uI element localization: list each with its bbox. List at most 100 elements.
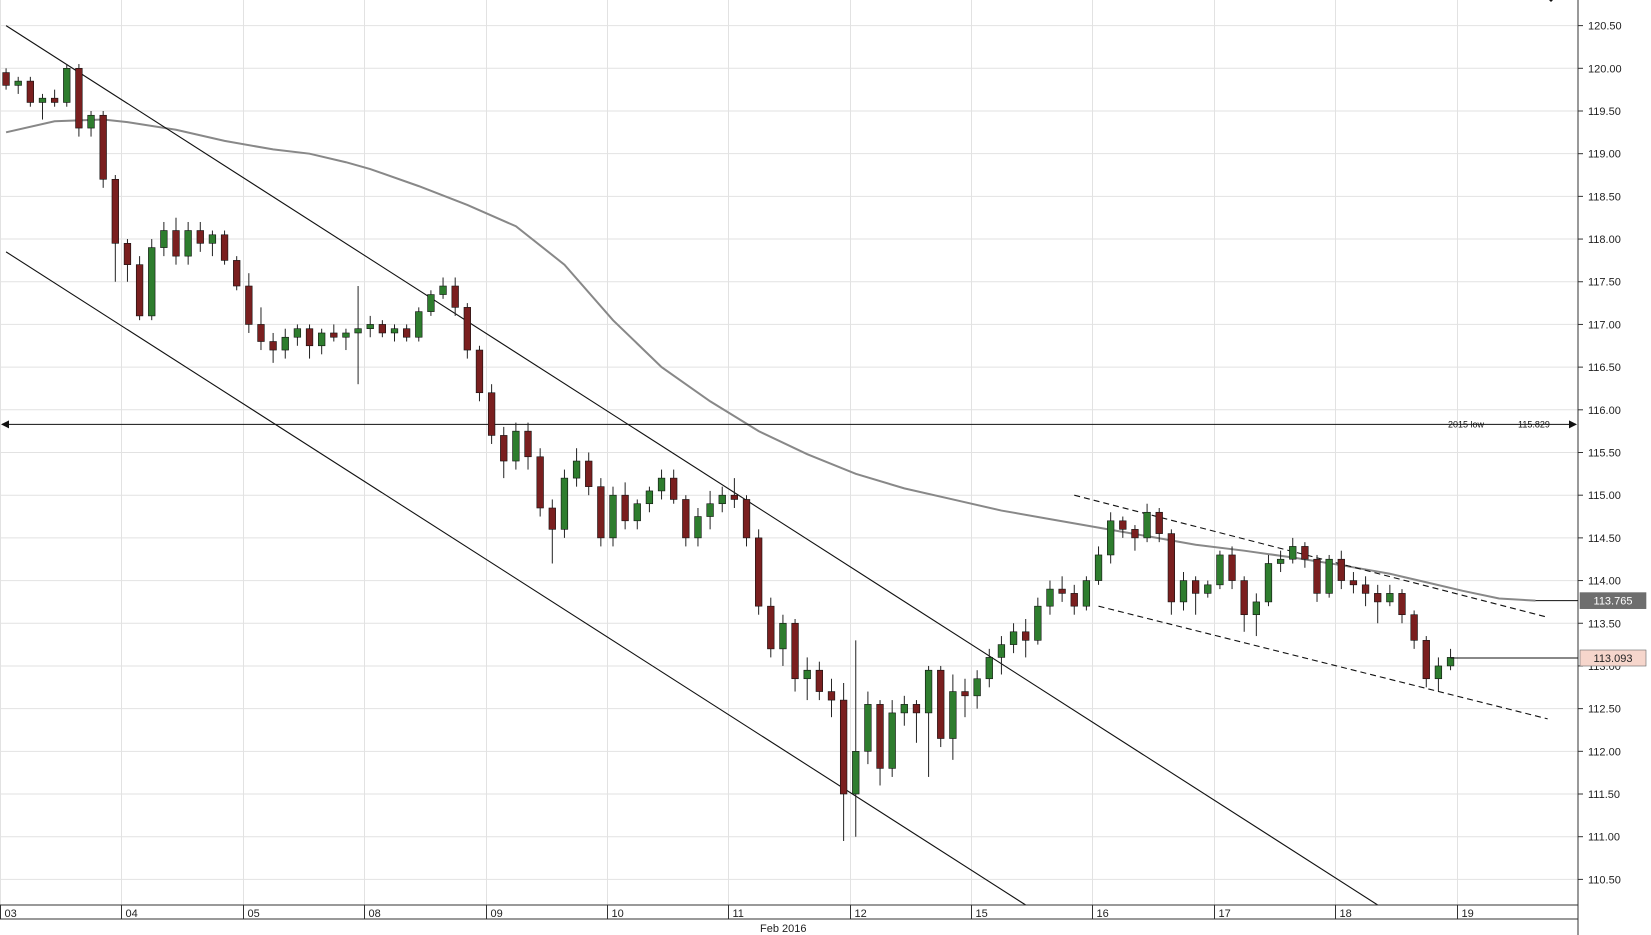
candle-body [342,332,350,338]
candle-body [245,285,253,325]
candle-body [451,285,459,308]
candle-body [694,516,702,539]
candle-body [99,114,107,180]
y-tick-label: 118.00 [1588,234,1621,246]
y-tick-label: 112.00 [1588,746,1621,758]
candle-body [1349,580,1358,586]
candle-body [14,80,22,86]
candle-body [427,294,435,312]
candle-body [937,669,945,739]
y-tick-label: 120.00 [1588,63,1622,75]
candle-body [38,97,47,103]
candle-body [767,605,775,650]
candle-body [803,669,811,680]
arrow-left-icon [1,420,9,429]
x-tick-label: 12 [855,908,867,920]
candle-body [1143,511,1151,539]
candle-body [924,669,933,714]
candle-body [657,477,666,492]
candle-body [973,678,981,697]
candle-body [597,486,605,539]
candle-body [1094,554,1103,581]
candle-body [1313,558,1321,594]
y-tick-label: 110.50 [1588,874,1621,886]
y-tick-label: 117.00 [1588,319,1621,331]
candle-body [609,494,617,539]
candle-body [1119,520,1127,530]
candle-body [524,430,532,458]
candle-body [2,72,10,86]
level-2015-low-label: 2015 low [1448,419,1485,429]
candle-body [1325,558,1333,594]
candle-body [172,230,180,257]
trend-dashed-upper-line [1074,494,1548,618]
candle-body [1289,546,1297,560]
candle-body [196,230,204,244]
candle-body [560,477,569,530]
candle-body [572,460,581,479]
candle-body [50,97,59,103]
x-tick-label: 16 [1097,908,1109,920]
corner-marker-icon [1549,0,1553,2]
arrow-right-icon [1569,420,1577,429]
candle-body [900,704,908,714]
x-axis-month-label: Feb 2016 [760,923,806,935]
y-tick-label: 112.50 [1588,704,1621,716]
x-tick-label: 15 [976,908,988,920]
candle-body [621,494,629,522]
candle-body [888,712,896,769]
candle-body [123,243,132,265]
x-tick-label: 09 [491,908,503,920]
candle-body [645,490,654,505]
candle-body [463,307,471,351]
candle-body [403,328,411,338]
candle-body [852,751,860,795]
candle-body [1070,593,1078,607]
candles [2,64,1455,841]
x-tick-label: 17 [1219,908,1231,920]
candle-body [439,285,447,295]
y-tick-label: 120.50 [1588,21,1622,33]
candle-body [912,704,921,714]
last-price-badge-box [1579,649,1647,667]
y-tick-label: 116.50 [1588,362,1621,374]
last-price-badge-text: 113.093 [1594,653,1633,665]
moving-average-line [5,118,1536,602]
candle-body [815,669,823,692]
price-badges: 113.765 113.093 [1450,592,1647,667]
candle-body [318,332,326,347]
candle-body [415,311,423,338]
candle-body [305,328,314,347]
x-tick-label: 08 [369,908,381,920]
candle-body [184,230,192,257]
candle-body [354,328,362,334]
candle-body [1155,511,1163,534]
candle-body [718,494,726,505]
candle-body [1422,640,1430,680]
candle-body [1386,593,1394,603]
candle-body [1434,665,1443,680]
candle-body [706,503,714,517]
candle-body [208,234,217,244]
x-tick-label: 18 [1340,908,1352,920]
candle-body [1082,580,1091,607]
candle-body [390,328,399,334]
candle-body [1009,631,1018,645]
y-tick-label: 114.50 [1588,533,1621,545]
candle-body [1216,554,1224,586]
x-tick-label: 05 [248,908,260,920]
ma-value-badge-box [1579,592,1647,609]
candle-body [1107,520,1115,556]
candle-body [961,691,969,697]
candle-body [839,699,848,795]
candle-body [985,657,993,680]
candle-body [111,178,119,244]
y-tick-label: 119.00 [1588,149,1621,161]
y-tick-label: 116.00 [1588,405,1621,417]
candle-body [585,460,593,487]
candle-body [500,435,508,462]
candle-body [487,392,496,436]
candle-body [1058,588,1066,594]
candle-body [548,507,556,530]
candle-body [1301,546,1309,560]
